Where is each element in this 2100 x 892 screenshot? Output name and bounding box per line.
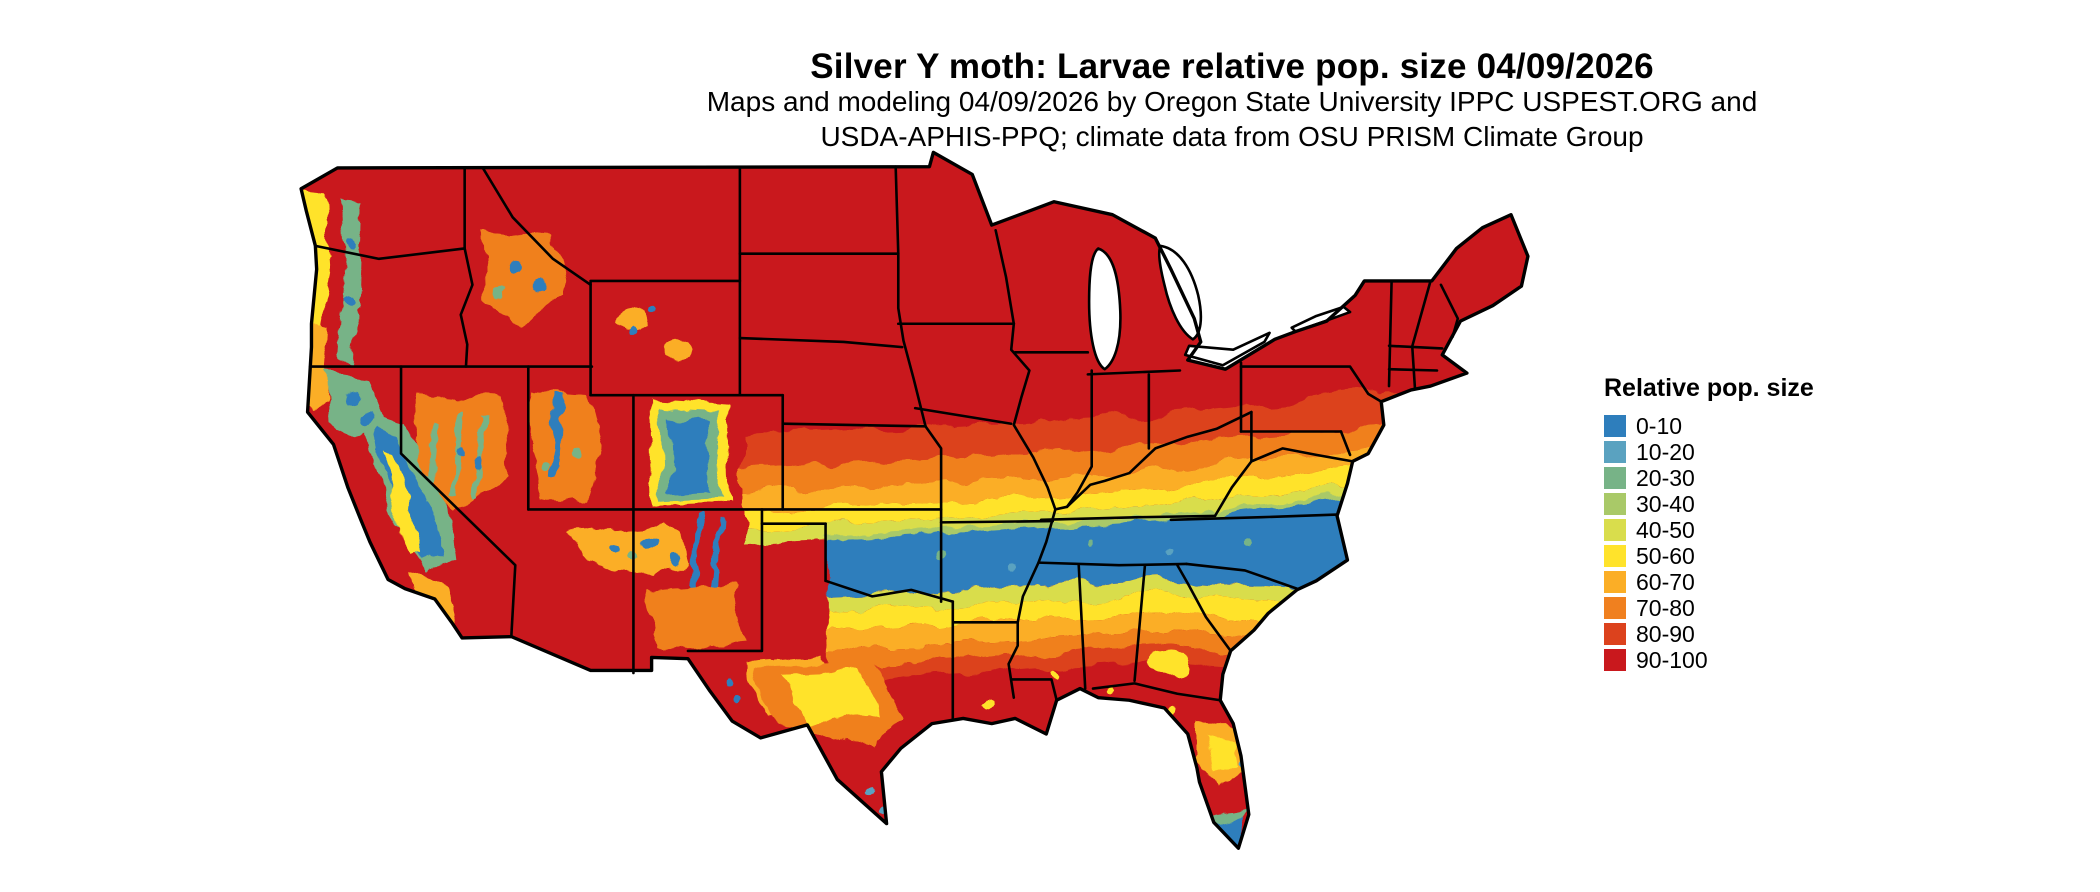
legend-swatch: [1604, 493, 1626, 515]
legend-swatch: [1604, 597, 1626, 619]
raster-patch: [1150, 653, 1192, 675]
us-map-svg: [299, 150, 1530, 850]
raster-patch: [1207, 734, 1234, 773]
us-map: [288, 142, 1541, 882]
map-subtitle-line1: Maps and modeling 04/09/2026 by Oregon S…: [706, 86, 1758, 117]
legend-row: 70-80: [1604, 595, 1814, 621]
legend-bin-label: 70-80: [1636, 594, 1695, 621]
raster-patch: [781, 671, 883, 724]
legend-row: 60-70: [1604, 569, 1814, 595]
legend-rows: 0-10 10-20 20-30 30-40 40-50 50-60 60-70 70-80 8…: [1604, 413, 1814, 673]
raster-fill: [301, 152, 1528, 849]
legend-swatch: [1604, 571, 1626, 593]
raster-patch: [472, 414, 486, 498]
legend-swatch: [1604, 623, 1626, 645]
raster-patch: [550, 396, 564, 477]
legend-bin-label: 10-20: [1636, 438, 1695, 465]
legend-swatch: [1604, 441, 1626, 463]
great-lakes: [1087, 244, 1352, 371]
raster-patch: [482, 230, 568, 328]
legend-row: 10-20: [1604, 439, 1814, 465]
legend-bin-label: 60-70: [1636, 568, 1695, 595]
legend-bin-label: 30-40: [1636, 490, 1695, 517]
map-subtitle-line2: USDA-APHIS-PPQ; climate data from OSU PR…: [820, 121, 1644, 152]
legend-row: 40-50: [1604, 517, 1814, 543]
map-title: Silver Y moth: Larvae relative pop. size…: [810, 47, 1654, 87]
legend-row: 80-90: [1604, 621, 1814, 647]
legend-swatch: [1604, 519, 1626, 541]
legend-bin-label: 20-30: [1636, 464, 1695, 491]
raster-band: [826, 630, 1528, 675]
raster-patch: [664, 340, 691, 359]
legend-swatch: [1604, 545, 1626, 567]
raster-band: [826, 645, 1528, 690]
legend-title: Relative pop. size: [1604, 374, 1814, 402]
legend-row: 20-30: [1604, 465, 1814, 491]
raster-band: [826, 578, 1528, 623]
legend-bin-label: 50-60: [1636, 542, 1695, 569]
raster-band: [742, 379, 1528, 468]
raster-patch: [382, 450, 424, 555]
raster-specks: [341, 238, 1253, 819]
legend-swatch: [1604, 649, 1626, 671]
legend-bin-label: 0-10: [1636, 412, 1683, 439]
legend-row: 0-10: [1604, 413, 1814, 439]
raster-patch: [689, 515, 701, 601]
legend-row: 30-40: [1604, 491, 1814, 517]
raster-band: [742, 432, 1528, 512]
legend-bin-label: 40-50: [1636, 516, 1695, 543]
raster-patch: [613, 308, 651, 335]
legend-swatch: [1604, 415, 1626, 437]
raster-patch: [669, 414, 712, 493]
legend-swatch: [1604, 467, 1626, 489]
us-outline: [299, 150, 1530, 850]
legend-row: 50-60: [1604, 543, 1814, 569]
legend-row: 90-100: [1604, 647, 1814, 673]
raster-patch: [711, 522, 722, 594]
lake-michigan: [1087, 247, 1122, 371]
legend: Relative pop. size 0-10 10-20 20-30 30-40 40…: [1604, 374, 1814, 673]
legend-bin-label: 80-90: [1636, 620, 1695, 647]
legend-bin-label: 90-100: [1636, 646, 1708, 673]
lake-erie: [1183, 331, 1271, 367]
raster-patch: [528, 392, 603, 503]
state-borders: [308, 165, 1460, 720]
map-subtitle: Maps and modeling 04/09/2026 by Oregon S…: [0, 84, 2100, 154]
raster-patch: [645, 583, 746, 649]
raster-patch: [425, 425, 439, 503]
raster-band: [826, 593, 1528, 641]
raster-patch: [308, 327, 330, 410]
